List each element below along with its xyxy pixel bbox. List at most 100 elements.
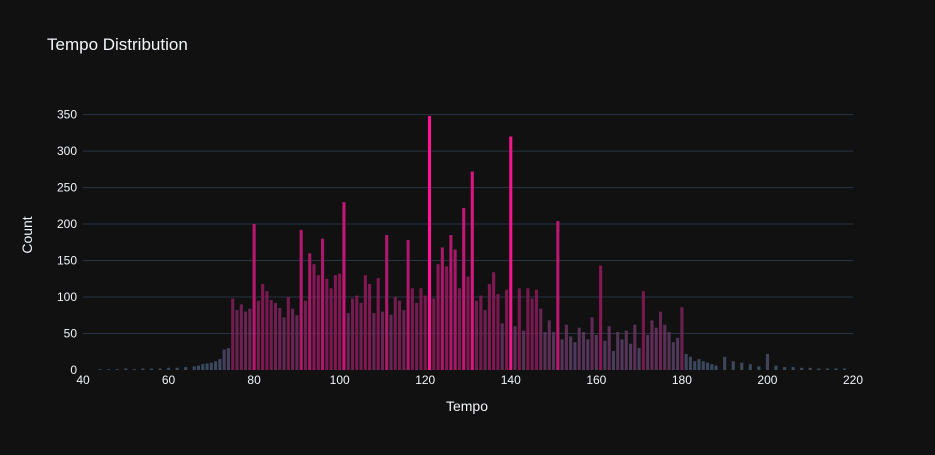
bar (389, 314, 393, 370)
x-axis-title: Tempo (446, 398, 488, 414)
bar (658, 311, 663, 370)
y-tick-label: 300 (57, 144, 77, 158)
bar (175, 367, 179, 370)
bar (487, 283, 491, 370)
bar (783, 367, 787, 370)
bar (214, 361, 218, 370)
bar (98, 369, 102, 370)
bar (226, 348, 230, 370)
bar (312, 264, 316, 370)
bar (406, 240, 410, 370)
y-tick-label: 50 (64, 327, 78, 341)
bar (321, 238, 325, 370)
bar (415, 302, 419, 370)
bar (359, 302, 363, 370)
bar (569, 336, 573, 370)
bar (149, 368, 153, 370)
bar (513, 326, 517, 370)
bar (543, 332, 547, 370)
bar (629, 343, 633, 370)
bar (470, 171, 474, 370)
bar (590, 317, 594, 370)
bar (201, 364, 205, 370)
bar (577, 327, 581, 370)
chart-title: Tempo Distribution (47, 35, 188, 54)
bar (457, 288, 461, 370)
bar (475, 300, 479, 370)
bar (350, 298, 355, 370)
bar (633, 324, 637, 370)
x-axis-ticks: 40 60 80 100 120 140 160 180 200 220 (76, 373, 863, 387)
bar (427, 116, 432, 371)
bar (552, 332, 556, 370)
bar (466, 276, 470, 370)
bar (141, 368, 145, 370)
bar (393, 297, 397, 370)
bar (641, 291, 645, 370)
x-tick-label: 60 (162, 373, 176, 387)
bar (509, 136, 513, 370)
bar (800, 367, 804, 370)
x-tick-label: 160 (586, 373, 606, 387)
bar (723, 356, 727, 370)
y-axis-ticks: 0 50 100 150 200 250 300 350 (57, 108, 77, 377)
bar (265, 291, 269, 370)
bar (564, 324, 568, 370)
bar (235, 310, 239, 370)
bar (231, 298, 235, 370)
bar (363, 275, 367, 370)
bar (526, 288, 530, 370)
bar (295, 315, 299, 370)
bar (402, 310, 406, 370)
y-tick-label: 200 (57, 217, 77, 231)
bar (710, 364, 714, 370)
bar (115, 369, 119, 370)
y-tick-label: 100 (57, 290, 77, 304)
bar (594, 334, 598, 370)
gridlines (83, 114, 853, 335)
bar (273, 302, 278, 370)
x-tick-label: 100 (330, 373, 350, 387)
bar (731, 361, 735, 370)
bar (714, 365, 718, 370)
bar (650, 320, 654, 370)
bar (184, 367, 188, 370)
bar (299, 229, 303, 370)
bar (291, 308, 295, 370)
bar (278, 307, 282, 370)
bar (445, 266, 449, 370)
bar (740, 362, 744, 370)
x-tick-label: 180 (672, 373, 692, 387)
bar (432, 298, 436, 370)
bar (107, 369, 111, 370)
bar (261, 283, 265, 370)
bar (256, 300, 260, 370)
bar (376, 278, 380, 370)
bar (479, 295, 483, 370)
bar (522, 330, 526, 370)
bar (303, 300, 307, 370)
bar (573, 342, 577, 370)
bar (637, 348, 641, 370)
bar (248, 308, 252, 370)
bar (252, 224, 256, 370)
bar (239, 304, 243, 370)
bar (449, 235, 453, 370)
bar (124, 368, 128, 370)
bar (410, 288, 414, 370)
bar (539, 308, 543, 370)
bar (355, 295, 359, 370)
bar (620, 339, 624, 370)
bar (218, 359, 222, 370)
bar (462, 208, 466, 370)
bar (603, 340, 607, 370)
bar (517, 288, 521, 370)
bar (440, 247, 444, 370)
bar (158, 368, 162, 370)
x-tick-label: 80 (247, 373, 261, 387)
bar (654, 327, 658, 370)
bar (372, 313, 376, 370)
bar (808, 367, 812, 370)
bar (825, 368, 829, 370)
bar (774, 365, 778, 370)
